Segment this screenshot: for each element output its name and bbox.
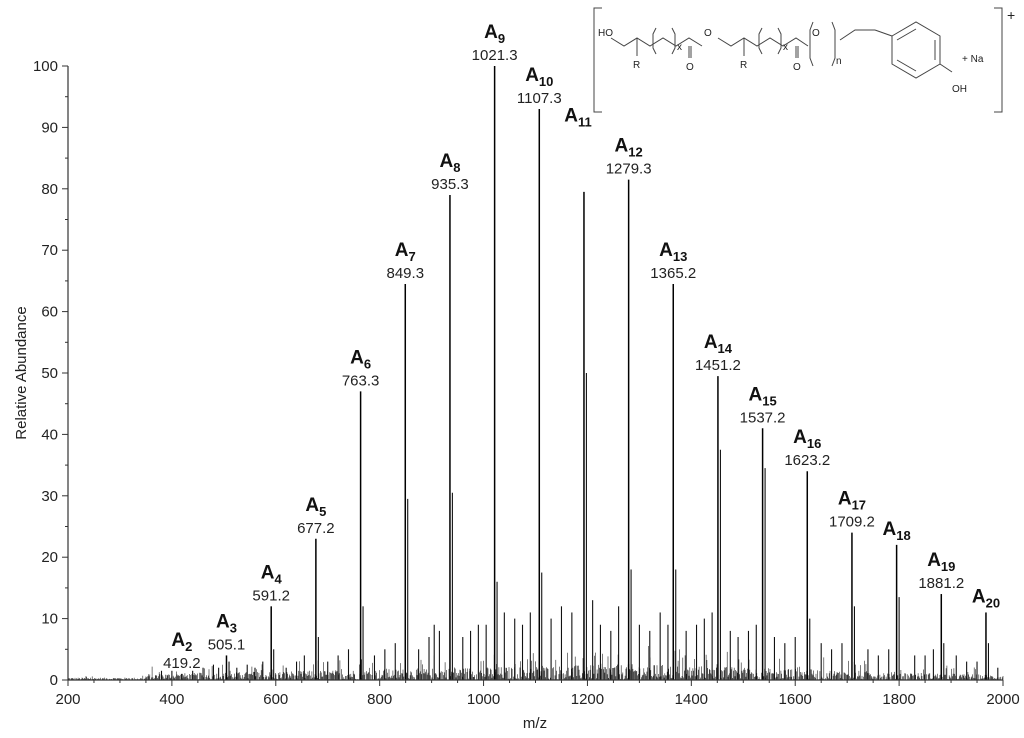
y-tick-label: 20 [41,549,58,566]
peak-name-3: A3 [216,611,237,635]
peak-name-5: A5 [305,495,326,519]
backbone-bonds [610,29,875,47]
x-tick-label: 1000 [467,691,500,708]
peak-mz-label-19: 1881.2 [918,575,964,592]
x-tick-label: 1600 [779,691,812,708]
y-axis-title: Relative Abundance [13,306,30,439]
peak-mz-label-3: 505.1 [208,636,246,653]
peak-name-10: A10 [525,65,553,89]
peak-name-12: A12 [615,136,643,160]
side-bonds [636,38,799,58]
o-label-3: O [793,62,801,73]
benzene-ring [891,21,941,79]
peak-mz-label-17: 1709.2 [829,514,875,531]
peak-name-20: A20 [972,586,1000,610]
y-tick-label: 40 [41,426,58,443]
peak-mz-label-10: 1107.3 [517,90,562,107]
x-tick-label: 400 [159,691,184,708]
x-subscript-2: x [783,42,788,53]
peak-labels: 419.2A2 505.1A3 591.2A4 677.2A5 763.3A6 849.3… [163,22,1000,672]
peak-name-15: A15 [748,384,776,408]
y-tick-label: 50 [41,365,58,382]
o-label-2: O [686,62,694,73]
x-tick-label: 1400 [675,691,708,708]
x-axis-title: m/z [523,715,547,732]
peak-mz-label-13: 1365.2 [650,265,696,282]
peak-name-19: A19 [927,550,955,574]
y-tick-label: 60 [41,304,58,321]
x-tick-label: 1200 [571,691,604,708]
peak-mz-label-4: 591.2 [252,587,290,604]
r-label-1: R [633,60,640,71]
na-label: + Na [962,54,984,65]
inner-brackets [652,21,836,67]
peak-name-13: A13 [659,240,687,264]
peak-name-7: A7 [395,240,416,264]
peak-mz-label-16: 1623.2 [784,452,830,469]
peak-mz-label-7: 849.3 [387,265,425,282]
x-tick-label: 1800 [882,691,915,708]
peak-name-9: A9 [484,22,505,46]
n-subscript: n [836,56,842,67]
y-tick-label: 80 [41,181,58,198]
y-tick-label: 0 [50,672,58,689]
peak-mz-label-2: 419.2 [163,655,201,672]
x-tick-label: 800 [367,691,392,708]
y-tick-label: 100 [33,58,58,75]
y-tick-label: 30 [41,488,58,505]
x-ticks: 200 400 600 800 1000 1200 1400 1600 1800 2000 [55,680,1020,708]
peak-name-14: A14 [704,332,733,356]
axes [67,66,1003,681]
peak-mz-label-9: 1021.3 [472,47,518,64]
y-ticks: 0 10 20 30 40 50 60 70 80 90 100 [33,58,68,689]
peak-name-2: A2 [171,630,192,654]
minor-peaks [160,373,999,680]
peak-name-17: A17 [838,489,866,513]
peak-name-11: A11 [564,105,591,129]
right-bracket [994,7,1003,113]
benzene-inner-bonds [896,28,936,72]
peak-name-4: A4 [261,562,283,586]
peak-mz-label-14: 1451.2 [695,357,741,374]
peak-name-18: A18 [883,519,911,543]
peak-mz-label-5: 677.2 [297,520,335,537]
x-tick-label: 2000 [986,691,1019,708]
x-subscript-1: x [677,42,682,53]
r-label-2: R [740,60,747,71]
peak-mz-label-12: 1279.3 [606,161,652,178]
peak-name-8: A8 [439,151,460,175]
major-peaks [181,66,987,680]
peak-mz-label-15: 1537.2 [740,409,786,426]
peak-name-16: A16 [793,427,821,451]
x-tick-label: 600 [263,691,288,708]
charge-label: + [1007,7,1015,23]
peak-mz-label-6: 763.3 [342,372,380,389]
ho-label: HO [598,28,613,39]
y-tick-label: 70 [41,242,58,259]
left-bracket [593,7,602,113]
chemical-structure: + HO R R x x n O O O O OH + Na [593,7,1015,113]
oh-label: OH [952,84,967,95]
o-label-4: O [812,28,820,39]
y-tick-label: 10 [41,611,58,628]
o-label-1: O [704,28,712,39]
ring-link-bond [874,29,953,73]
peak-name-6: A6 [350,347,371,371]
x-tick-label: 200 [55,691,80,708]
peak-mz-label-8: 935.3 [431,176,469,193]
y-tick-label: 90 [41,119,58,136]
